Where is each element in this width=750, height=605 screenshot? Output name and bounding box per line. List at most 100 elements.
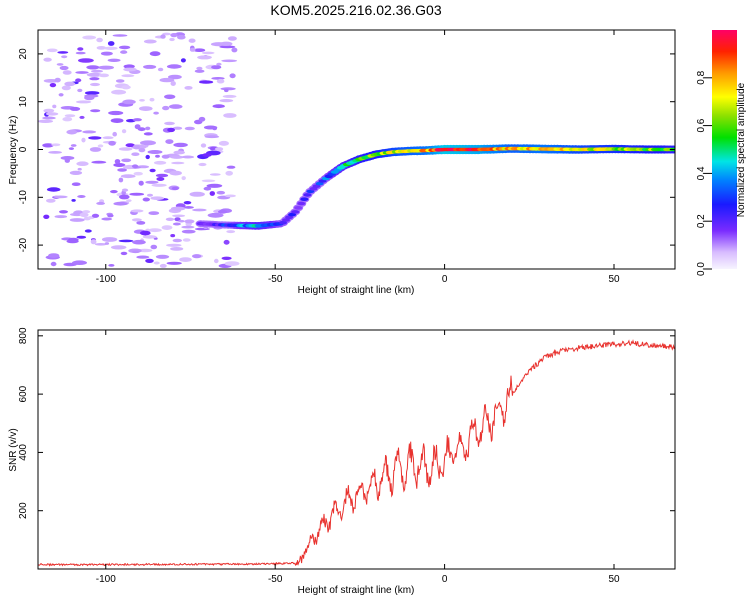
spectrogram-noise-cell (96, 37, 103, 43)
spectrogram-noise-cell (164, 94, 176, 100)
spectrogram-noise-cell (214, 258, 219, 264)
spectrogram-noise-cell (118, 177, 124, 183)
spectrogram-noise-cell (172, 238, 182, 243)
spectrogram-noise-cell (155, 254, 170, 259)
spectrogram-noise-cell (90, 239, 97, 245)
snr-line (38, 339, 675, 567)
spectrogram-noise-cell (139, 99, 145, 102)
spectrogram-noise-cell (226, 230, 236, 234)
spectrogram-ridge-cell (291, 210, 300, 214)
spectrogram-noise-cell (217, 209, 228, 214)
colorbar-scale (712, 30, 737, 269)
spectrogram-noise-cell (98, 65, 114, 70)
spectrogram-noise-cell (204, 135, 220, 139)
spectrogram-noise-cell (121, 129, 127, 134)
spectrogram-noise-cell (118, 239, 134, 243)
spectrogram-noise-cell (151, 183, 167, 187)
spectrogram-noise-cell (149, 51, 161, 57)
spectrogram-noise-cell (145, 126, 151, 131)
spectrogram-noise-cell (75, 78, 82, 83)
spectrogram-noise-cell (94, 243, 107, 246)
spectrogram-x-tick-label: -100 (96, 274, 116, 285)
spectrogram-noise-cell (221, 59, 238, 63)
spectrogram-noise-cell (143, 39, 157, 44)
spectrogram-noise-cell (68, 147, 74, 151)
spectrogram-noise-cell (140, 230, 151, 236)
spectrogram-noise-cell (167, 127, 176, 133)
spectrogram-noise-cell (104, 242, 110, 245)
spectrogram-noise-cell (69, 170, 83, 175)
spectrogram-noise-cell (201, 51, 215, 55)
spectrogram-noise-cell (161, 225, 173, 231)
spectrogram-noise-cell (148, 211, 160, 216)
spectrogram-noise-cell (136, 255, 150, 259)
spectrogram-noise-cell (62, 117, 73, 122)
spectrogram-noise-cell (110, 118, 124, 123)
spectrogram-noise-cell (203, 125, 218, 130)
spectrogram-noise-cell (77, 47, 84, 51)
spectrogram-noise-cell (121, 158, 132, 163)
spectrogram-xlabel: Height of straight line (km) (298, 285, 415, 296)
spectrogram-noise-cell (69, 106, 81, 111)
spectrogram-noise-cell (119, 194, 130, 200)
spectrogram-noise-cell (164, 121, 175, 126)
snr-x-tick-label: 0 (442, 574, 448, 585)
spectrogram-noise-cell (64, 81, 76, 87)
snr-frame (37, 329, 676, 570)
spectrogram-noise-cell (113, 163, 126, 167)
spectrogram-noise-cell (58, 93, 64, 97)
spectrogram-noise-cell (62, 70, 72, 75)
spectrogram-noise-cell (132, 239, 146, 245)
spectrogram-noise-cell (86, 65, 100, 70)
spectrogram-noise-cell (120, 251, 128, 256)
spectrogram-noise-cell (42, 143, 54, 148)
spectrogram-ridge-cell (285, 215, 294, 220)
spectrogram-noise-cell (91, 213, 100, 218)
spectrogram-noise-cell (181, 155, 195, 159)
spectrogram-noise-cell (159, 77, 175, 83)
spectrogram-noise-cell (222, 94, 237, 98)
spectrogram-noise-cell (159, 263, 167, 268)
spectrogram-noise-cell (172, 222, 181, 226)
spectrogram-noise-cell (107, 58, 121, 62)
spectrogram-noise-cell (96, 46, 107, 50)
snr-y-tick-label: 200 (18, 502, 29, 519)
colorbar: 0.0 0.2 0.4 0.6 0.8 Normalized spectral ampl… (696, 30, 747, 276)
spectrogram-noise-cell (224, 88, 229, 93)
spectrogram-noise-cell (197, 55, 212, 60)
spectrogram-noise-cell (206, 183, 223, 188)
spectrogram-noise-cell (189, 191, 205, 197)
spectrogram-noise-cell (122, 99, 136, 105)
spectrogram-noise-cell (207, 212, 224, 218)
spectrogram-noise-cell (107, 214, 114, 218)
spectrogram-noise-cell (223, 113, 237, 118)
spectrogram-ylabel: Frequency (Hz) (8, 116, 19, 185)
spectrogram-noise-cell (179, 257, 192, 262)
spectrogram-noise-cell (184, 126, 195, 131)
spectrogram-noise-cell (177, 34, 186, 40)
spectrogram-noise-cell (108, 140, 116, 146)
spectrogram-noise-cell (84, 95, 95, 101)
spectrogram-noise-cell (96, 201, 105, 205)
spectrogram-noise-cell (115, 79, 125, 83)
spectrogram-noise-cell (170, 81, 176, 86)
spectrogram-noise-cell (181, 225, 195, 229)
spectrogram-noise-cell (103, 46, 118, 50)
spectrogram-noise-cell (84, 229, 92, 233)
spectrogram-noise-cell (153, 111, 159, 115)
spectrogram-noise-cell (219, 45, 236, 49)
colorbar-tick-label: 0.2 (696, 214, 707, 228)
spectrogram-noise-cell (134, 124, 141, 130)
spectrogram-y-tick-label: 0 (18, 146, 29, 152)
spectrogram-noise-cell (168, 104, 183, 109)
spectrogram-noise-cell (166, 243, 182, 247)
spectrogram-noise-cell (220, 41, 233, 46)
spectrogram-noise-cell (123, 64, 135, 69)
spectrogram-noise-cell (216, 190, 225, 195)
spectrogram-noise-cell (161, 154, 170, 159)
spectrogram-noise-cell (120, 174, 136, 179)
spectrogram-noise-cell (61, 85, 71, 91)
colorbar-ticks: 0.0 0.2 0.4 0.6 0.8 (696, 70, 712, 276)
